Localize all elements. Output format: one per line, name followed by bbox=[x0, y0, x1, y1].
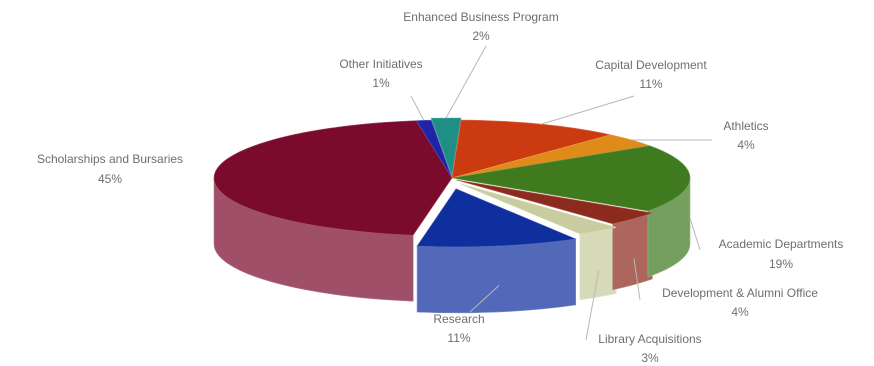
slice-label-athletics: Athletics 4% bbox=[723, 119, 768, 152]
slice-label-percent: 1% bbox=[372, 76, 390, 90]
slice-label-percent: 3% bbox=[641, 351, 659, 365]
slice-label-development-alumni-office: Development & Alumni Office 4% bbox=[662, 286, 818, 319]
slice-label-capital-development: Capital Development 11% bbox=[595, 58, 707, 91]
leader-line-library-acquisitions bbox=[585, 270, 600, 341]
slice-label-name: Research bbox=[433, 312, 484, 326]
slice-label-academic-departments: Academic Departments 19% bbox=[719, 237, 844, 271]
slice-label-enhanced-business-program: Enhanced Business Program 2% bbox=[403, 10, 558, 43]
slice-capital-development bbox=[451, 119, 611, 179]
slice-label-name: Library Acquisitions bbox=[598, 332, 701, 346]
slice-label-percent: 4% bbox=[731, 305, 749, 319]
leader-line-capital-development bbox=[541, 95, 635, 125]
leader-line-development-alumni-office bbox=[633, 258, 641, 301]
slice-label-percent: 4% bbox=[737, 138, 755, 152]
slice-label-name: Development & Alumni Office bbox=[662, 286, 818, 300]
slice-label-name: Other Initiatives bbox=[339, 57, 422, 71]
slice-label-name: Capital Development bbox=[595, 58, 707, 72]
slice-label-research: Research 11% bbox=[433, 312, 484, 345]
slice-side-development-alumni-office bbox=[612, 212, 653, 291]
slice-other-initiatives bbox=[415, 119, 453, 179]
slice-label-scholarships-and-bursaries: Scholarships and Bursaries 45% bbox=[37, 152, 183, 186]
leader-lines bbox=[410, 45, 713, 341]
pie-depth-layer bbox=[213, 177, 691, 314]
slice-label-name: Athletics bbox=[723, 119, 768, 133]
slice-research bbox=[416, 188, 577, 248]
slice-label-percent: 11% bbox=[447, 331, 470, 345]
slice-label-name: Enhanced Business Program bbox=[403, 10, 558, 24]
pie-top-layer bbox=[213, 117, 691, 248]
slice-side-library-acquisitions bbox=[579, 227, 617, 301]
slice-label-percent: 19% bbox=[769, 257, 793, 271]
leader-line-enhanced-business-program bbox=[445, 45, 487, 119]
slice-development-alumni-office bbox=[456, 179, 654, 225]
slice-label-percent: 11% bbox=[639, 77, 662, 91]
slice-label-other-initiatives: Other Initiatives 1% bbox=[339, 57, 422, 90]
slice-library-acquisitions bbox=[460, 183, 617, 235]
slice-label-percent: 45% bbox=[98, 172, 122, 186]
leader-line-other-initiatives bbox=[410, 95, 425, 121]
slice-label-name: Academic Departments bbox=[719, 237, 844, 251]
slice-label-percent: 2% bbox=[472, 29, 490, 43]
leader-line-research bbox=[469, 285, 500, 313]
slice-label-library-acquisitions: Library Acquisitions 3% bbox=[598, 332, 701, 365]
slice-label-name: Scholarships and Bursaries bbox=[37, 152, 183, 166]
slice-side-research bbox=[416, 238, 576, 314]
leader-line-academic-departments bbox=[689, 217, 701, 251]
slice-scholarships-and-bursaries bbox=[213, 120, 453, 236]
slice-academic-departments bbox=[451, 145, 691, 212]
